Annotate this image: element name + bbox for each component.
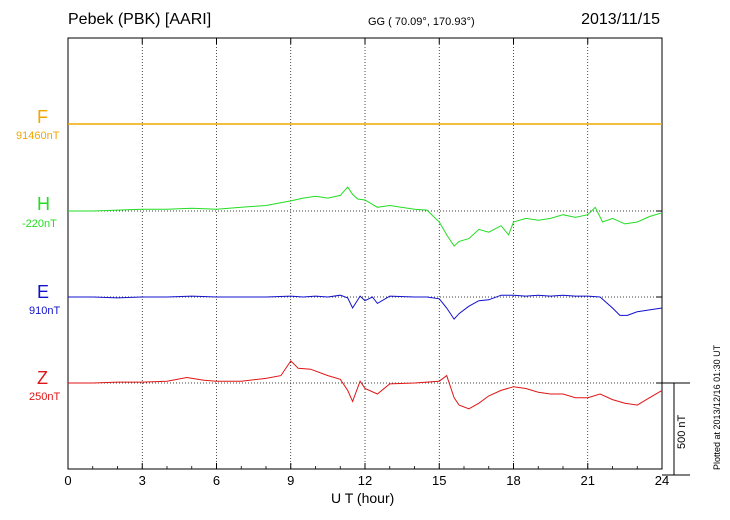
- series-line-H: [68, 186, 663, 247]
- x-tick-label-15: 15: [432, 473, 446, 488]
- x-tick-label-9: 9: [287, 473, 294, 488]
- label-H: H: [37, 194, 50, 214]
- series-line-E: [68, 294, 663, 320]
- baseline-H: -220nT: [22, 218, 57, 230]
- x-tick-label-0: 0: [64, 473, 71, 488]
- plotted-timestamp: Plotted at 2013/12/16 01:30 UT: [712, 344, 722, 470]
- x-axis-label: U T (hour): [331, 490, 395, 506]
- x-tick-label-12: 12: [358, 473, 372, 488]
- series-line-Z: [68, 360, 663, 410]
- chart-title: Pebek (PBK) [AARI]: [68, 11, 212, 28]
- x-tick-label-21: 21: [581, 473, 595, 488]
- x-tick-label-3: 3: [139, 473, 146, 488]
- x-tick-label-24: 24: [655, 473, 669, 488]
- label-F: F: [37, 107, 48, 127]
- baseline-Z: 250nT: [29, 391, 61, 403]
- label-Z: Z: [37, 368, 48, 388]
- label-E: E: [37, 282, 50, 302]
- x-tick-label-6: 6: [213, 473, 220, 488]
- scale-bar-label: 500 nT: [676, 414, 688, 449]
- station-coordinates: GG ( 70.09°, 170.93°): [368, 16, 475, 28]
- x-tick-label-18: 18: [506, 473, 520, 488]
- baseline-E: 910nT: [29, 305, 61, 317]
- chart-date: 2013/11/15: [581, 11, 660, 28]
- baseline-F: 91460nT: [16, 130, 60, 142]
